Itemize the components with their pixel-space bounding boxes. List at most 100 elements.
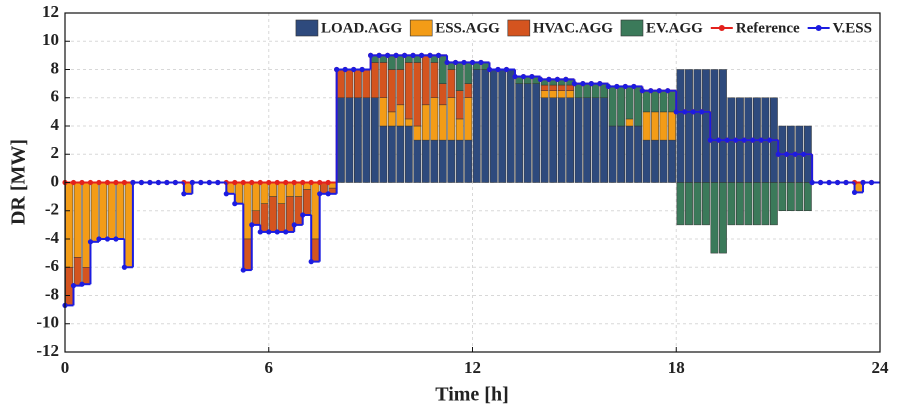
bar bbox=[243, 182, 252, 240]
bar bbox=[591, 83, 600, 98]
bar bbox=[574, 83, 583, 98]
bar bbox=[438, 104, 447, 141]
point bbox=[104, 179, 111, 186]
point bbox=[249, 222, 255, 228]
bar bbox=[269, 182, 277, 197]
point bbox=[257, 229, 263, 235]
point bbox=[232, 201, 238, 207]
bar bbox=[481, 69, 490, 183]
point bbox=[546, 76, 552, 82]
point bbox=[817, 179, 824, 186]
point bbox=[113, 179, 119, 186]
point bbox=[138, 179, 145, 186]
legend-label: V.ESS bbox=[833, 20, 872, 36]
bar bbox=[90, 182, 99, 243]
point bbox=[385, 52, 391, 58]
legend-item: ESS.AGG bbox=[409, 19, 500, 36]
bar bbox=[566, 84, 575, 91]
bar bbox=[659, 111, 668, 141]
bar bbox=[591, 97, 600, 183]
bar bbox=[73, 182, 82, 258]
bar bbox=[413, 62, 422, 127]
bar bbox=[540, 84, 549, 91]
point bbox=[325, 179, 331, 186]
point bbox=[79, 179, 85, 186]
bar bbox=[294, 182, 303, 197]
point bbox=[104, 236, 111, 242]
bar bbox=[540, 90, 549, 98]
bar bbox=[744, 182, 753, 226]
bar bbox=[651, 111, 659, 141]
bar bbox=[311, 182, 320, 240]
bar bbox=[549, 90, 558, 98]
legend-label: HVAC.AGG bbox=[533, 20, 613, 36]
bar bbox=[82, 267, 91, 285]
bar bbox=[659, 90, 668, 113]
point bbox=[257, 179, 263, 186]
bar bbox=[421, 139, 430, 183]
bar bbox=[65, 182, 74, 268]
point bbox=[529, 73, 535, 80]
point bbox=[435, 52, 442, 58]
point bbox=[300, 179, 306, 186]
y-tick-label: -2 bbox=[45, 200, 59, 219]
bar bbox=[625, 125, 634, 183]
point bbox=[834, 179, 841, 186]
point bbox=[851, 189, 858, 195]
bar bbox=[107, 182, 116, 240]
point bbox=[673, 109, 679, 115]
bar bbox=[243, 238, 252, 271]
bar bbox=[430, 97, 439, 141]
bar bbox=[651, 90, 659, 113]
legend-marker bbox=[718, 25, 725, 31]
point bbox=[767, 137, 773, 143]
point bbox=[469, 59, 476, 66]
point bbox=[418, 52, 425, 58]
bar bbox=[404, 118, 413, 127]
bar bbox=[566, 90, 575, 98]
point bbox=[410, 52, 416, 58]
y-tick-label: -8 bbox=[45, 284, 59, 303]
point bbox=[622, 83, 628, 90]
bar bbox=[387, 69, 396, 113]
bar bbox=[753, 182, 761, 226]
y-tick-label: 6 bbox=[51, 87, 60, 106]
legend-swatch bbox=[620, 19, 644, 37]
bar bbox=[608, 86, 617, 127]
x-axis-label: Time [h] bbox=[435, 384, 509, 406]
bar bbox=[574, 97, 583, 183]
legend-item: V.ESS bbox=[807, 20, 872, 36]
bar bbox=[294, 196, 303, 226]
point bbox=[232, 179, 238, 186]
bar bbox=[73, 257, 82, 286]
point bbox=[334, 66, 340, 73]
point bbox=[860, 179, 866, 186]
bar bbox=[311, 238, 320, 262]
bar bbox=[396, 104, 405, 127]
bar bbox=[515, 83, 524, 183]
point bbox=[665, 88, 671, 94]
legend-swatch bbox=[295, 19, 319, 37]
bar bbox=[693, 69, 702, 183]
bar bbox=[600, 97, 608, 183]
bar bbox=[557, 97, 566, 183]
point bbox=[699, 109, 705, 115]
point bbox=[308, 259, 314, 265]
point bbox=[79, 281, 85, 287]
bar bbox=[370, 62, 379, 98]
point bbox=[96, 179, 102, 186]
bar bbox=[617, 86, 625, 127]
point bbox=[70, 179, 77, 186]
bar bbox=[99, 182, 108, 240]
bar bbox=[464, 83, 473, 98]
bar bbox=[430, 62, 439, 98]
bar bbox=[260, 203, 269, 233]
bar bbox=[396, 125, 405, 183]
legend-marker bbox=[815, 25, 822, 31]
bar bbox=[404, 62, 413, 120]
point bbox=[588, 81, 594, 87]
legend: LOAD.AGG ESS.AGG HVAC.AGG EV.AGG Reference V.… bbox=[291, 17, 876, 39]
bar bbox=[464, 139, 473, 183]
bar bbox=[387, 125, 396, 183]
